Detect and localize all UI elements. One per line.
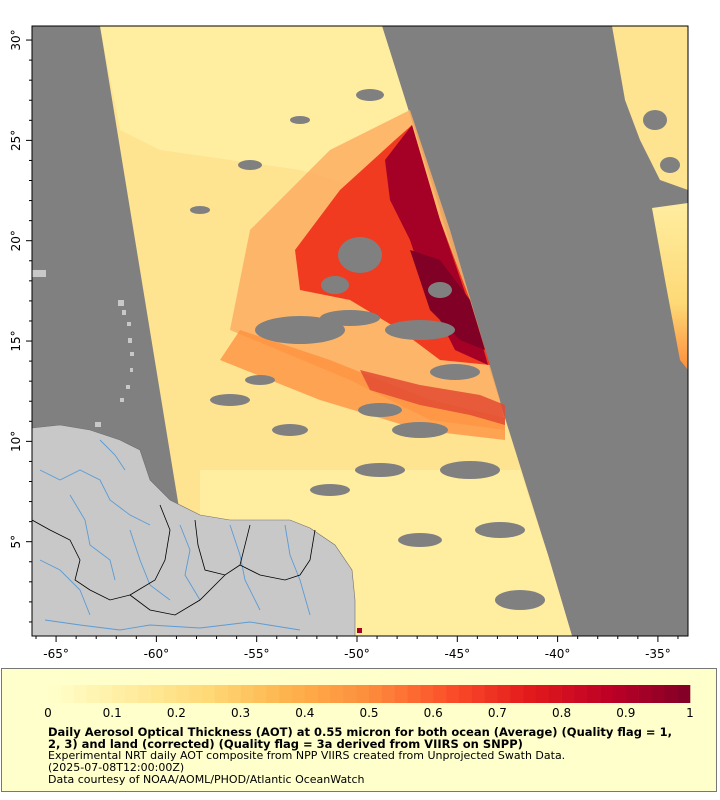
- lon-tick-label: -55°: [244, 647, 270, 661]
- legend-panel: 0 0.1 0.2 0.3 0.4 0.5 0.6 0.7 0.8 0.9 1 Daily Aero…: [1, 668, 717, 792]
- colorbar-swatch: [625, 685, 639, 703]
- colorbar-swatch: [677, 685, 691, 703]
- colorbar-swatch: [317, 685, 331, 703]
- caribbean-islands: [32, 270, 134, 427]
- colorbar-swatch: [651, 685, 665, 703]
- colorbar-tick-label: 1: [686, 706, 694, 720]
- colorbar-swatch: [214, 685, 229, 703]
- cloud-gaps: [190, 89, 545, 610]
- colorbar-swatch: [163, 685, 177, 703]
- colorbar-tick-label: 0.4: [295, 706, 314, 720]
- colorbar-swatch: [497, 685, 511, 703]
- lat-tick-label: 15°: [9, 330, 23, 351]
- colorbar-swatch: [369, 685, 383, 703]
- colorbar-swatch: [86, 685, 100, 703]
- colorbar-swatch: [227, 685, 241, 703]
- lon-tick-label: -65°: [43, 647, 69, 661]
- colorbar-swatch: [330, 685, 344, 703]
- caption-source: Experimental NRT daily AOT composite fro…: [48, 749, 566, 762]
- aot-map: -65° -60° -55° -50° -45° -40° -35° 5° 10° 15° 20° 2…: [9, 25, 689, 661]
- plume-tail: [360, 370, 505, 425]
- colorbar-swatch: [189, 685, 203, 703]
- lon-tick-label: -40°: [545, 647, 571, 661]
- colorbar-swatch: [433, 685, 447, 703]
- colorbar-tick-label: 0.6: [424, 706, 443, 720]
- east-swath-gaps: [643, 110, 680, 173]
- colorbar-tick-label: 0.9: [616, 706, 635, 720]
- caption: Daily Aerosol Optical Thickness (AOT) at…: [48, 726, 688, 786]
- colorbar-swatch: [561, 685, 575, 703]
- rivers: [39, 439, 311, 631]
- colorbar-swatch: [523, 685, 537, 703]
- colorbar-swatch: [664, 685, 678, 703]
- south-america-land: [32, 424, 356, 636]
- colorbar-swatch: [240, 685, 254, 703]
- lon-tick-label: -60°: [144, 647, 170, 661]
- moderate-aot-band-south: [220, 330, 505, 440]
- colorbar-tick-label: 0.1: [103, 706, 122, 720]
- colorbar-swatch: [458, 685, 473, 703]
- plot-frame: [31, 25, 689, 637]
- lon-tick-label: -35°: [645, 647, 671, 661]
- colorbar-swatch: [176, 685, 190, 703]
- colorbar-swatch: [304, 685, 318, 703]
- colorbar-tick-label: 0.5: [359, 706, 378, 720]
- colorbar-swatch: [202, 685, 216, 703]
- country-borders: [32, 504, 316, 616]
- colorbar-swatch: [510, 685, 524, 703]
- colorbar-swatch: [381, 685, 395, 703]
- colorbar-swatch: [112, 685, 126, 703]
- colorbar-swatch: [343, 685, 357, 703]
- colorbar-swatch: [471, 685, 485, 703]
- colorbar-swatch: [99, 685, 113, 703]
- colorbar-swatch: [548, 685, 562, 703]
- colorbar-swatch: [600, 685, 614, 703]
- east-swath-middle: [652, 203, 688, 370]
- colorbar: 0 0.1 0.2 0.3 0.4 0.5 0.6 0.7 0.8 0.9 1: [44, 685, 694, 720]
- colorbar-swatch: [137, 685, 152, 703]
- caption-date: (2025-07-08T12:00:00Z): [48, 761, 185, 774]
- axis-ticks: -65° -60° -55° -50° -45° -40° -35° 5° 10° 15° 20° 2…: [9, 29, 679, 661]
- colorbar-swatch: [407, 685, 421, 703]
- colorbar-swatch: [420, 685, 434, 703]
- colorbar-tick-label: 0.3: [231, 706, 250, 720]
- high-aot-pixel: [357, 628, 362, 633]
- lat-tick-label: 25°: [9, 130, 23, 151]
- colorbar-swatch: [535, 685, 550, 703]
- caption-title: Daily Aerosol Optical Thickness (AOT) at…: [48, 725, 672, 751]
- lat-tick-label: 20°: [9, 230, 23, 251]
- colorbar-swatch: [356, 685, 370, 703]
- lat-tick-label: 5°: [9, 535, 23, 549]
- colorbar-swatch: [484, 685, 498, 703]
- colorbar-swatch: [279, 685, 293, 703]
- map-plot: -65° -60° -55° -50° -45° -40° -35° 5° 10° 15° 20° 2…: [9, 25, 689, 661]
- dust-plume-core-2: [410, 250, 485, 350]
- lat-tick-label: 30°: [9, 29, 23, 50]
- colorbar-swatch: [125, 685, 139, 703]
- colorbar-swatch: [394, 685, 408, 703]
- colorbar-tick-label: 0: [44, 706, 52, 720]
- lon-tick-label: -45°: [444, 647, 470, 661]
- colorbar-swatch: [73, 685, 87, 703]
- colorbar-swatch: [291, 685, 306, 703]
- colorbar-swatch: [446, 685, 460, 703]
- colorbar-swatch: [574, 685, 588, 703]
- caption-credit: Data courtesy of NOAA/AOML/PHOD/Atlantic…: [48, 773, 365, 786]
- colorbar-swatch: [266, 685, 280, 703]
- lon-tick-label: -50°: [344, 647, 370, 661]
- colorbar-swatch: [48, 685, 62, 703]
- colorbar-swatch: [612, 685, 627, 703]
- colorbar-swatch: [60, 685, 74, 703]
- colorbar-swatches: [48, 685, 691, 703]
- colorbar-ticks: 0 0.1 0.2 0.3 0.4 0.5 0.6 0.7 0.8 0.9 1: [44, 706, 694, 720]
- colorbar-tick-label: 0.8: [552, 706, 571, 720]
- east-swath-north: [612, 26, 688, 190]
- lat-tick-label: 10°: [9, 431, 23, 452]
- colorbar-swatch: [638, 685, 652, 703]
- colorbar-tick-label: 0.7: [488, 706, 507, 720]
- colorbar-swatch: [253, 685, 267, 703]
- colorbar-swatch: [150, 685, 164, 703]
- colorbar-swatch: [587, 685, 601, 703]
- colorbar-tick-label: 0.2: [167, 706, 186, 720]
